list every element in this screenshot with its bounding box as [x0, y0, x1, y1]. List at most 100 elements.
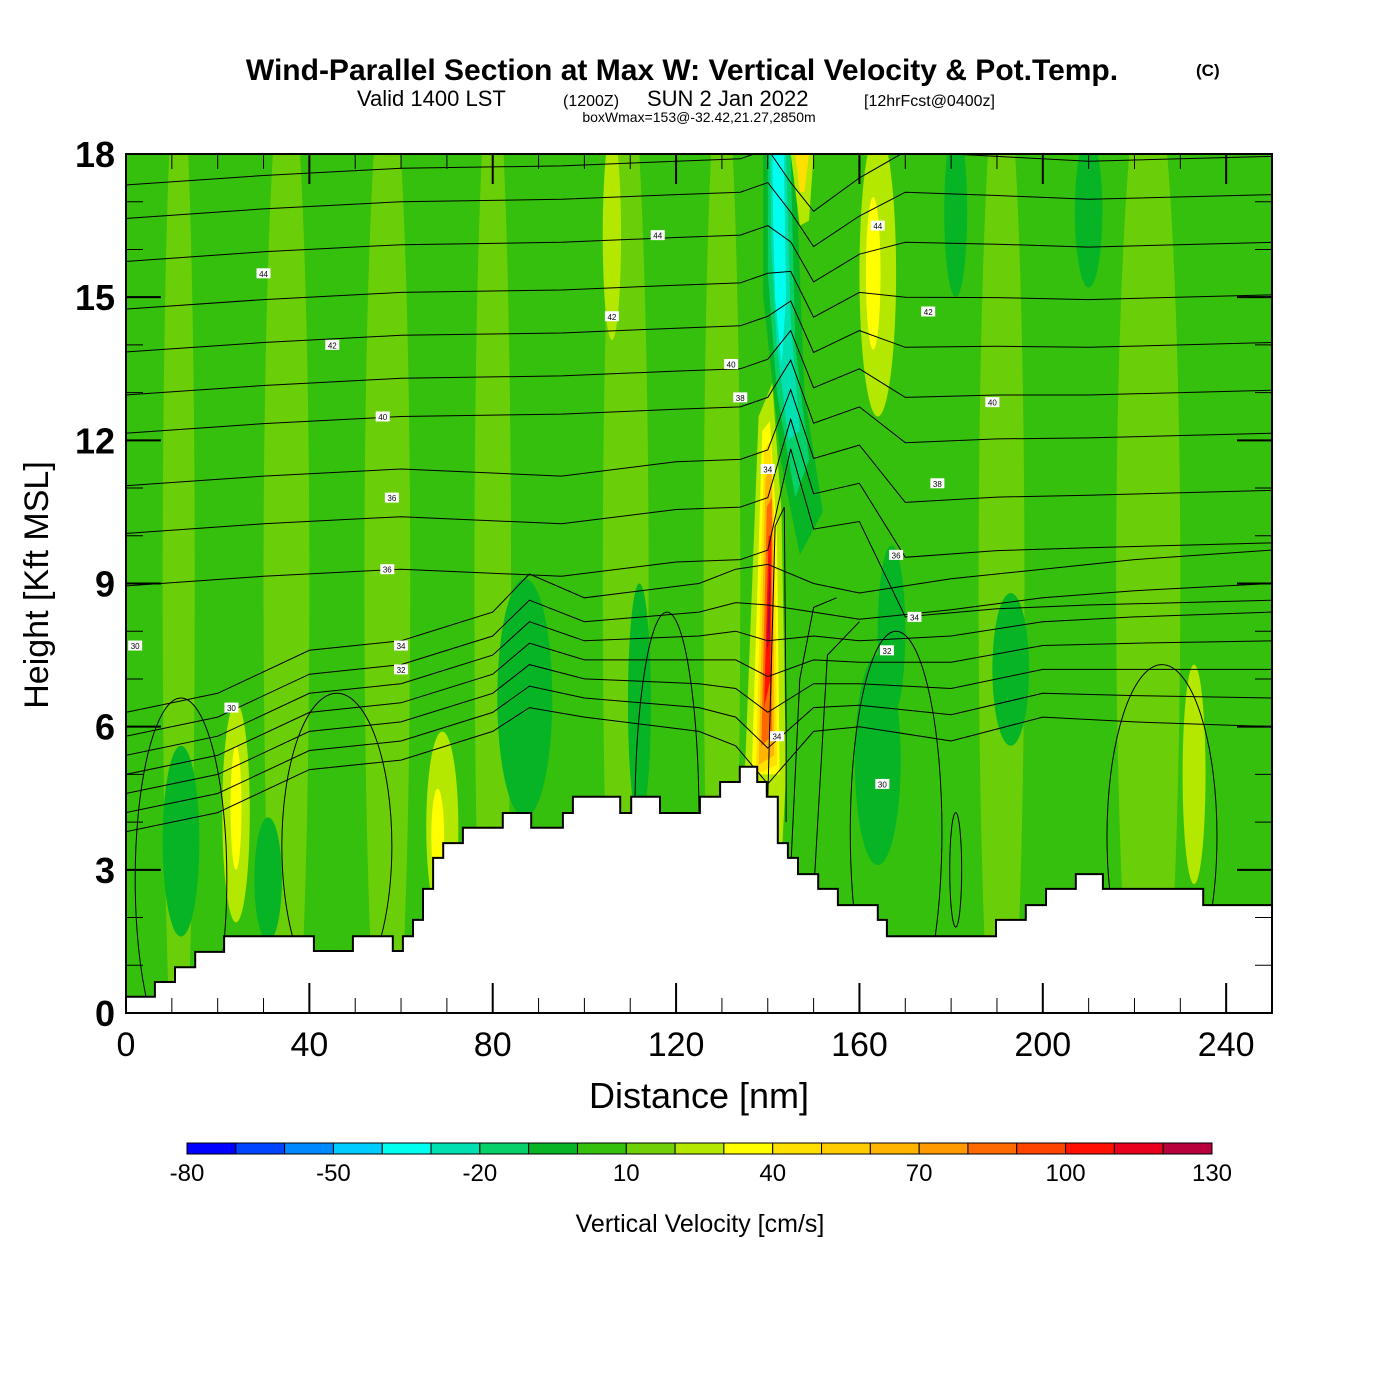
- colorbar-swatch: [528, 1142, 578, 1155]
- isentrope-label-box: [921, 306, 936, 317]
- downdraft-cell-lee-upper: [877, 545, 906, 718]
- x-tick-labels: 0 40 80 120 160 200 240: [117, 1026, 1255, 1064]
- isentrope-label: 42: [604, 311, 619, 322]
- isentrope-label: 42: [325, 339, 340, 350]
- y-tick-label: 0: [95, 993, 115, 1034]
- isentrope-upper: [126, 329, 1272, 398]
- isentrope-upper: [126, 225, 1272, 283]
- isentrope-label-box: [650, 230, 665, 241]
- colorbar-swatch: [625, 1142, 676, 1155]
- colorbar-tick-label: 10: [613, 1160, 640, 1187]
- isentrope-label: 40: [985, 397, 1000, 408]
- isentrope-label-text: 32: [882, 647, 891, 656]
- colorbar-tick-labels: -80 -50 -20 10 40 70 100 130: [170, 1160, 1232, 1187]
- isentrope-upper: [126, 182, 1272, 248]
- isentrope-label-box: [394, 664, 409, 675]
- y-tick-label: 6: [95, 707, 115, 748]
- colorbar-tick-label: 40: [759, 1160, 786, 1187]
- isentrope-label-text: 42: [607, 313, 616, 322]
- colorbar-swatch: [869, 1142, 920, 1155]
- colorbar-swatch: [821, 1142, 871, 1155]
- isentrope-label-text: 30: [131, 642, 140, 651]
- colorbar-swatch: [381, 1142, 432, 1155]
- x-axis-label: Distance [nm]: [589, 1075, 809, 1116]
- isentrope-label-box: [724, 358, 739, 369]
- isentrope-lines: [126, 154, 1272, 1013]
- updraft-cell-right: [1182, 664, 1206, 885]
- subtitle-zulu: (1200Z): [563, 93, 619, 110]
- field-band: [263, 154, 310, 1013]
- isentrope-label-text: 34: [772, 733, 781, 742]
- field-band: [813, 154, 851, 1013]
- terrain-outline: [125, 765, 1272, 998]
- isentrope-label-text: 38: [933, 480, 942, 489]
- isentrope-label-box: [224, 702, 239, 713]
- downdraft-streak-core: [772, 154, 787, 364]
- colorbar-swatch: [430, 1142, 481, 1155]
- isentrope-label-text: 44: [259, 270, 268, 279]
- field-band: [666, 154, 695, 1013]
- isentrope-cell: [949, 812, 963, 928]
- colorbar-tick-label: -80: [170, 1160, 205, 1187]
- downdraft-cell-top: [1074, 154, 1103, 288]
- colorbar-tick-label: 130: [1192, 1160, 1232, 1187]
- isentrope-label: 44: [256, 268, 271, 279]
- colorbar-swatch: [284, 1142, 334, 1155]
- updraft-cell-left-core: [230, 745, 242, 870]
- isentrope-lower: [126, 685, 1272, 814]
- isentrope-lee: [790, 597, 837, 870]
- isentrope-labels: 44 44 42 42 40 40 38 36 36 30 34 34 32 30 44 42 40 38 36 34…: [128, 220, 1000, 789]
- isentrope-label-text: 34: [763, 465, 772, 474]
- isentrope-lee: [813, 621, 860, 894]
- isentrope-label: 36: [380, 564, 395, 575]
- field-band: [1042, 154, 1098, 1013]
- colorbar-swatch: [1113, 1142, 1164, 1155]
- isentrope-label-box: [384, 492, 399, 503]
- field-band: [978, 154, 1025, 1013]
- field-band: [364, 154, 411, 1013]
- isentrope-upper: [126, 300, 1272, 354]
- chart-subtitle: Valid 1400 LST (1200Z) SUN 2 Jan 2022 [1…: [357, 86, 995, 111]
- x-tick-label: 0: [117, 1026, 136, 1064]
- isentrope-label-box: [380, 564, 395, 575]
- downdraft-cell-left: [162, 745, 200, 937]
- isentrope-cell: [849, 630, 943, 1013]
- isentrope-label-box: [769, 731, 784, 742]
- downdraft-cell-top: [944, 154, 968, 298]
- isentrope-label-box: [604, 311, 619, 322]
- isentrope-lower: [126, 707, 1272, 833]
- colorbar-tick-label: 100: [1046, 1160, 1086, 1187]
- isentrope-label-text: 42: [328, 341, 337, 350]
- chart-title: Wind-Parallel Section at Max W: Vertical…: [246, 54, 1118, 87]
- isentrope-label-box: [375, 411, 390, 422]
- x-tick-label: 120: [648, 1026, 705, 1064]
- isentrope-upper: [126, 154, 1272, 212]
- isentrope-lower: [126, 549, 1272, 713]
- isentrope-label-text: 42: [924, 308, 933, 317]
- isentrope-label-text: 44: [873, 222, 882, 231]
- isentrope-label-text: 30: [878, 780, 887, 789]
- isentrope-label: 36: [384, 492, 399, 503]
- isentrope-label: 40: [724, 358, 739, 369]
- y-tick-label: 18: [75, 134, 115, 175]
- x-tick-label: 240: [1198, 1026, 1255, 1064]
- isentrope-label: 30: [128, 640, 143, 651]
- field-band: [474, 154, 512, 1013]
- colorbar-swatch: [674, 1142, 725, 1155]
- isentrope-label-box: [889, 549, 904, 560]
- isentrope-label-text: 38: [736, 394, 745, 403]
- x-tick-label: 200: [1014, 1026, 1071, 1064]
- colorbar-swatch: [576, 1142, 627, 1155]
- subtitle-valid: Valid 1400 LST: [357, 86, 506, 111]
- isentrope-label: 38: [733, 392, 748, 403]
- colorbar-swatch: [1065, 1142, 1115, 1155]
- colorbar-swatch: [332, 1142, 383, 1155]
- isentrope-label-text: 34: [910, 613, 919, 622]
- downdraft-cell: [992, 593, 1030, 746]
- isentrope-label-box: [907, 611, 922, 622]
- field-band: [914, 154, 952, 1013]
- isentrope-lower: [126, 664, 1272, 794]
- isentrope-label: 30: [875, 778, 890, 789]
- colorbar-label: Vertical Velocity [cm/s]: [576, 1210, 825, 1238]
- chart-subtitle2: boxWmax=153@-32.42,21.27,2850m: [582, 109, 815, 125]
